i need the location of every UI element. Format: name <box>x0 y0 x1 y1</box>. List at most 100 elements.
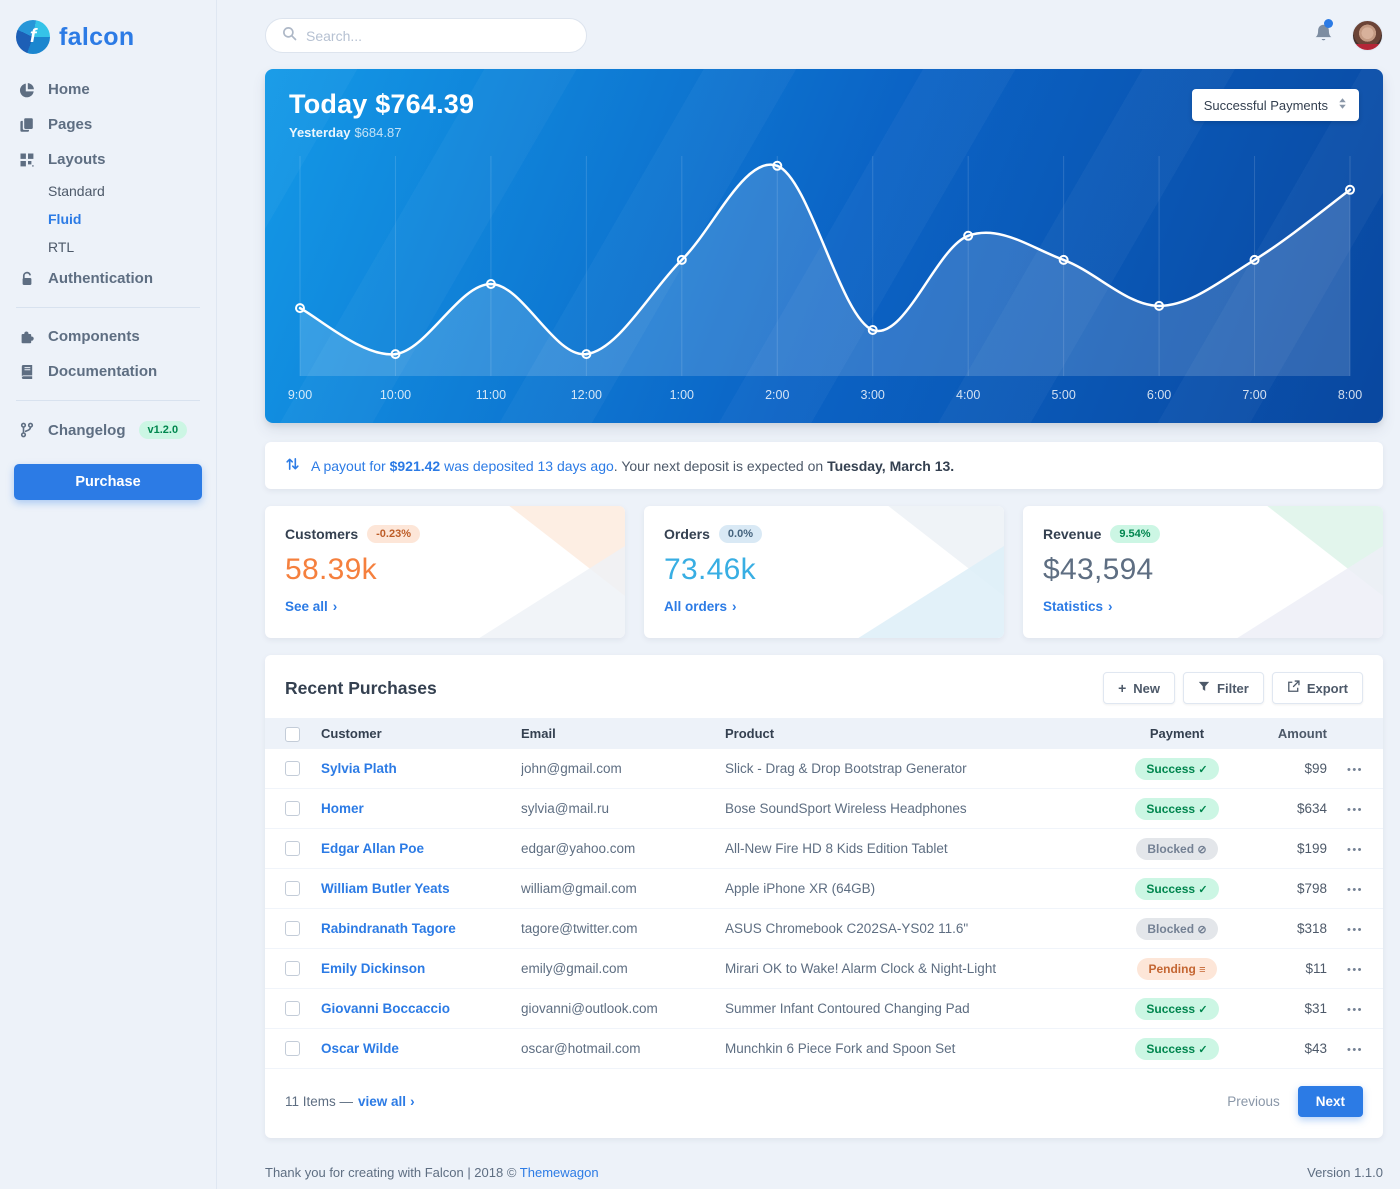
see-all-link[interactable]: See all <box>285 599 337 614</box>
customer-link[interactable]: Homer <box>321 801 364 816</box>
sidebar-item-pages[interactable]: Pages <box>14 107 202 142</box>
amount-cell: $99 <box>1304 761 1327 776</box>
sort-arrows-icon <box>1338 97 1347 113</box>
row-checkbox[interactable] <box>285 1041 300 1057</box>
view-all-link[interactable]: view all <box>358 1094 415 1109</box>
sidebar-item-label: Components <box>48 328 140 345</box>
sidebar-subitem-rtl[interactable]: RTL <box>48 239 75 255</box>
transfer-arrows-icon <box>285 456 300 475</box>
row-more-icon[interactable] <box>1347 801 1363 816</box>
code-branch-icon <box>18 422 35 438</box>
column-header-email[interactable]: Email <box>521 726 556 741</box>
all-orders-link[interactable]: All orders <box>664 599 737 614</box>
purchases-table-body: Sylvia Plath john@gmail.com Slick - Drag &… <box>265 749 1383 1069</box>
table-row: William Butler Yeats william@gmail.com App… <box>265 869 1383 909</box>
sidebar-item-components[interactable]: Components <box>14 319 202 354</box>
sidebar-item-label: Authentication <box>48 270 153 287</box>
email-cell: john@gmail.com <box>521 761 622 776</box>
row-more-icon[interactable] <box>1347 841 1363 856</box>
brand-name: falcon <box>59 22 135 51</box>
sidebar-item-layouts[interactable]: Layouts <box>14 142 202 177</box>
svg-text:11:00: 11:00 <box>476 388 506 402</box>
row-more-icon[interactable] <box>1347 881 1363 896</box>
email-cell: sylvia@mail.ru <box>521 801 609 816</box>
sidebar-item-label: Home <box>48 81 90 98</box>
svg-text:12:00: 12:00 <box>571 388 602 402</box>
row-checkbox[interactable] <box>285 881 300 897</box>
row-checkbox[interactable] <box>285 841 300 857</box>
row-more-icon[interactable] <box>1347 921 1363 936</box>
sidebar-subitem-fluid[interactable]: Fluid <box>48 211 82 227</box>
previous-button[interactable]: Previous <box>1227 1094 1280 1109</box>
topbar <box>265 18 1383 53</box>
email-cell: edgar@yahoo.com <box>521 841 636 856</box>
success-icon: ✓ <box>1198 803 1208 816</box>
column-header-customer[interactable]: Customer <box>321 726 382 741</box>
sidebar-item-home[interactable]: Home <box>14 72 202 107</box>
sidebar-subitem-standard[interactable]: Standard <box>48 183 105 199</box>
stat-title: Revenue <box>1043 526 1102 542</box>
sidebar-item-label: Changelog <box>48 421 126 439</box>
stat-value: $43,594 <box>1043 553 1154 586</box>
stat-title: Orders <box>664 526 710 542</box>
column-header-amount[interactable]: Amount <box>1277 726 1327 741</box>
footer-version: Version 1.1.0 <box>1307 1165 1383 1180</box>
yesterday-total: Yesterday $684.87 <box>289 125 402 140</box>
notifications-bell-icon[interactable] <box>1313 18 1334 49</box>
column-header-payment[interactable]: Payment <box>1149 726 1205 741</box>
customer-link[interactable]: Oscar Wilde <box>321 1041 399 1056</box>
sidebar-divider <box>16 400 200 401</box>
statistics-link[interactable]: Statistics <box>1043 599 1113 614</box>
sidebar-item-changelog[interactable]: Changelog v1.2.0 <box>14 412 202 448</box>
payment-status-badge: Success ✓ <box>1135 997 1219 1020</box>
payments-chart-card: Today $764.39 Yesterday $684.87 Successfu… <box>265 69 1383 423</box>
customer-link[interactable]: Giovanni Boccaccio <box>321 1001 451 1016</box>
purchase-button[interactable]: Purchase <box>14 464 202 500</box>
row-more-icon[interactable] <box>1347 1001 1363 1016</box>
filter-button[interactable]: Filter <box>1183 672 1264 704</box>
sidebar-item-label: Pages <box>48 116 93 133</box>
customer-link[interactable]: Rabindranath Tagore <box>321 921 456 936</box>
select-all-checkbox[interactable] <box>285 726 300 742</box>
brand-logo[interactable]: f falcon <box>14 14 202 72</box>
column-header-product[interactable]: Product <box>725 726 775 741</box>
new-button[interactable]: New <box>1103 672 1176 704</box>
row-checkbox[interactable] <box>285 921 300 937</box>
payment-status-badge: Blocked ⊘ <box>1136 917 1218 940</box>
table-row: Rabindranath Tagore tagore@twitter.com ASU… <box>265 909 1383 949</box>
amount-cell: $634 <box>1296 801 1327 816</box>
amount-cell: $798 <box>1296 881 1327 896</box>
themewagon-link[interactable]: Themewagon <box>519 1165 599 1180</box>
row-checkbox[interactable] <box>285 1001 300 1017</box>
row-more-icon[interactable] <box>1347 961 1363 976</box>
user-avatar[interactable] <box>1352 20 1383 51</box>
stat-change-badge: -0.23% <box>367 525 420 543</box>
row-more-icon[interactable] <box>1347 761 1363 776</box>
notification-dot <box>1324 18 1333 28</box>
row-checkbox[interactable] <box>285 761 300 777</box>
search-box[interactable] <box>265 18 587 53</box>
customer-link[interactable]: Emily Dickinson <box>321 961 426 976</box>
next-button[interactable]: Next <box>1297 1086 1363 1117</box>
items-count: 11 Items — <box>285 1094 354 1109</box>
row-checkbox[interactable] <box>285 801 300 817</box>
search-input[interactable] <box>306 27 570 44</box>
customer-link[interactable]: William Butler Yeats <box>321 881 450 896</box>
payout-link[interactable]: A payout for $921.42 was deposited 13 da… <box>311 457 614 474</box>
row-more-icon[interactable] <box>1347 1041 1363 1056</box>
copy-pages-icon <box>18 117 35 133</box>
customer-link[interactable]: Edgar Allan Poe <box>321 841 425 856</box>
sidebar-item-documentation[interactable]: Documentation <box>14 354 202 389</box>
table-row: Homer sylvia@mail.ru Bose SoundSport Wirel… <box>265 789 1383 829</box>
sidebar-item-authentication[interactable]: Authentication <box>14 261 202 296</box>
export-button[interactable]: Export <box>1271 672 1363 704</box>
payout-banner: A payout for $921.42 was deposited 13 da… <box>265 442 1383 489</box>
plus-icon <box>1118 680 1126 696</box>
stat-change-badge: 9.54% <box>1110 525 1160 543</box>
row-checkbox[interactable] <box>285 961 300 977</box>
product-cell: Munchkin 6 Piece Fork and Spoon Set <box>725 1041 956 1056</box>
customer-link[interactable]: Sylvia Plath <box>321 761 397 776</box>
unlock-icon <box>18 271 35 287</box>
payments-filter-select[interactable]: Successful Payments <box>1191 89 1359 121</box>
payment-status-badge: Success ✓ <box>1135 1037 1219 1060</box>
